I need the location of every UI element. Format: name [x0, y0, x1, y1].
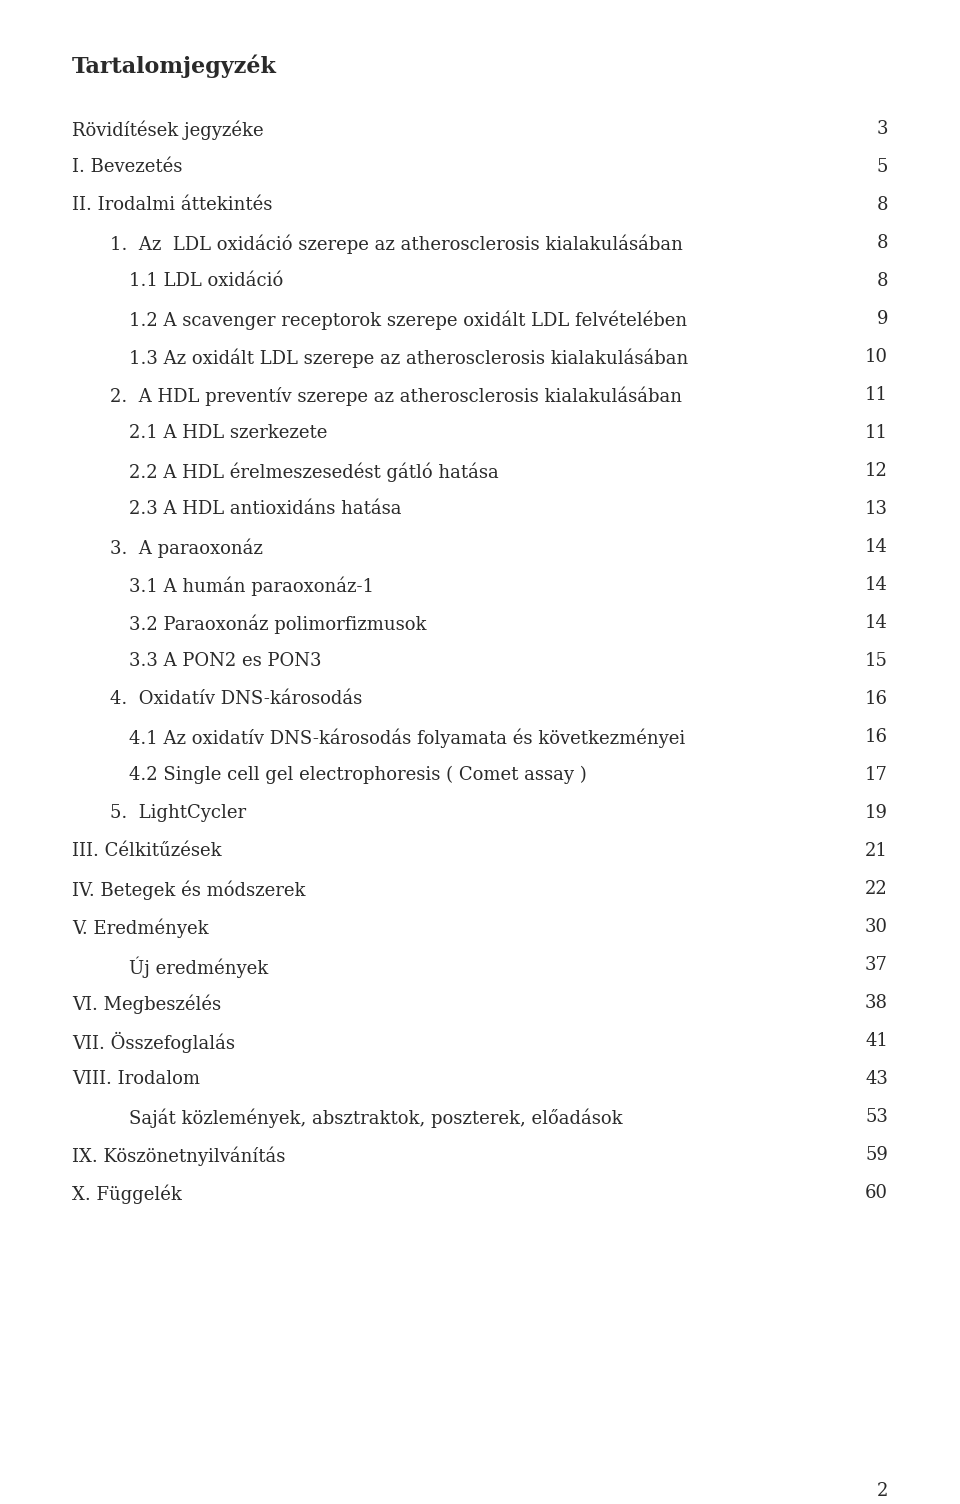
- Text: 30: 30: [865, 917, 888, 935]
- Text: X. Függelék: X. Függelék: [72, 1184, 181, 1203]
- Text: 14: 14: [865, 614, 888, 632]
- Text: 12: 12: [865, 462, 888, 480]
- Text: 2: 2: [876, 1481, 888, 1499]
- Text: 9: 9: [876, 310, 888, 328]
- Text: 17: 17: [865, 766, 888, 784]
- Text: 3.3 A PON2 es PON3: 3.3 A PON2 es PON3: [129, 653, 322, 669]
- Text: 4.  Oxidatív DNS-károsodás: 4. Oxidatív DNS-károsodás: [110, 690, 362, 708]
- Text: 14: 14: [865, 576, 888, 594]
- Text: 3: 3: [876, 120, 888, 138]
- Text: 14: 14: [865, 538, 888, 556]
- Text: 1.3 Az oxidált LDL szerepe az atherosclerosis kialakulásában: 1.3 Az oxidált LDL szerepe az atheroscle…: [129, 347, 688, 367]
- Text: 11: 11: [865, 387, 888, 405]
- Text: 19: 19: [865, 805, 888, 823]
- Text: 3.2 Paraoxonáz polimorfizmusok: 3.2 Paraoxonáz polimorfizmusok: [129, 614, 426, 633]
- Text: 2.1 A HDL szerkezete: 2.1 A HDL szerkezete: [129, 424, 327, 442]
- Text: 3.1 A humán paraoxonáz-1: 3.1 A humán paraoxonáz-1: [129, 576, 374, 596]
- Text: 37: 37: [865, 957, 888, 975]
- Text: 8: 8: [876, 272, 888, 290]
- Text: 59: 59: [865, 1146, 888, 1164]
- Text: 4.2 Single cell gel electrophoresis ( Comet assay ): 4.2 Single cell gel electrophoresis ( Co…: [129, 766, 587, 784]
- Text: 2.  A HDL preventív szerepe az atherosclerosis kialakulásában: 2. A HDL preventív szerepe az atheroscle…: [110, 387, 682, 406]
- Text: II. Irodalmi áttekintés: II. Irodalmi áttekintés: [72, 196, 273, 214]
- Text: 60: 60: [865, 1184, 888, 1202]
- Text: 15: 15: [865, 653, 888, 669]
- Text: 2.3 A HDL antioxidáns hatása: 2.3 A HDL antioxidáns hatása: [129, 499, 401, 517]
- Text: 11: 11: [865, 424, 888, 442]
- Text: 5: 5: [876, 158, 888, 176]
- Text: 10: 10: [865, 347, 888, 365]
- Text: 1.1 LDL oxidáció: 1.1 LDL oxidáció: [129, 272, 283, 290]
- Text: V. Eredmények: V. Eredmények: [72, 917, 208, 937]
- Text: VII. Összefoglalás: VII. Összefoglalás: [72, 1032, 235, 1053]
- Text: 3.  A paraoxonáz: 3. A paraoxonáz: [110, 538, 263, 558]
- Text: VIII. Irodalom: VIII. Irodalom: [72, 1069, 200, 1087]
- Text: 8: 8: [876, 196, 888, 214]
- Text: 21: 21: [865, 842, 888, 860]
- Text: 5.  LightCycler: 5. LightCycler: [110, 805, 246, 823]
- Text: 41: 41: [865, 1032, 888, 1050]
- Text: IV. Betegek és módszerek: IV. Betegek és módszerek: [72, 880, 305, 899]
- Text: Új eredmények: Új eredmények: [129, 957, 268, 978]
- Text: 38: 38: [865, 994, 888, 1012]
- Text: 16: 16: [865, 690, 888, 708]
- Text: 1.  Az  LDL oxidáció szerepe az atherosclerosis kialakulásában: 1. Az LDL oxidáció szerepe az atheroscle…: [110, 235, 683, 254]
- Text: 43: 43: [865, 1069, 888, 1087]
- Text: Tartalomjegyzék: Tartalomjegyzék: [72, 56, 276, 78]
- Text: 4.1 Az oxidatív DNS-károsodás folyamata és következményei: 4.1 Az oxidatív DNS-károsodás folyamata …: [129, 728, 685, 747]
- Text: III. Célkitűzések: III. Célkitűzések: [72, 842, 222, 860]
- Text: IX. Köszönetnyilvánítás: IX. Köszönetnyilvánítás: [72, 1146, 285, 1166]
- Text: 16: 16: [865, 728, 888, 746]
- Text: 1.2 A scavenger receptorok szerepe oxidált LDL felvételében: 1.2 A scavenger receptorok szerepe oxidá…: [129, 310, 687, 329]
- Text: 2.2 A HDL érelmeszesedést gátló hatása: 2.2 A HDL érelmeszesedést gátló hatása: [129, 462, 499, 481]
- Text: VI. Megbeszélés: VI. Megbeszélés: [72, 994, 221, 1014]
- Text: Saját közlemények, absztraktok, poszterek, előadások: Saját közlemények, absztraktok, posztere…: [129, 1108, 623, 1128]
- Text: 22: 22: [865, 880, 888, 898]
- Text: 8: 8: [876, 235, 888, 253]
- Text: I. Bevezetés: I. Bevezetés: [72, 158, 182, 176]
- Text: 13: 13: [865, 499, 888, 517]
- Text: Rövidítések jegyzéke: Rövidítések jegyzéke: [72, 120, 264, 140]
- Text: 53: 53: [865, 1108, 888, 1126]
